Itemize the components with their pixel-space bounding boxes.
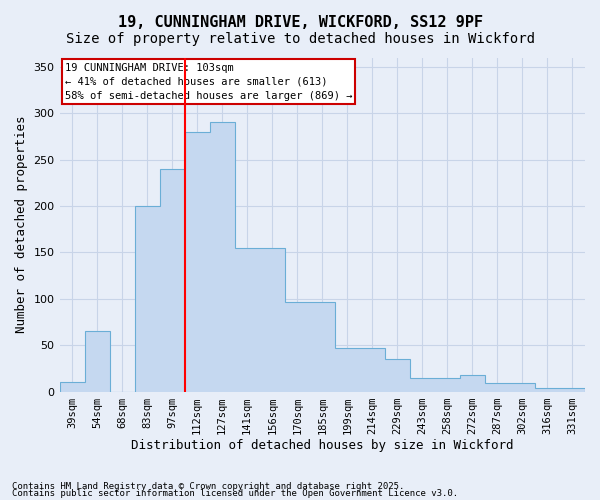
- Text: Contains public sector information licensed under the Open Government Licence v3: Contains public sector information licen…: [12, 490, 458, 498]
- Text: 19, CUNNINGHAM DRIVE, WICKFORD, SS12 9PF: 19, CUNNINGHAM DRIVE, WICKFORD, SS12 9PF: [118, 15, 482, 30]
- Text: Contains HM Land Registry data © Crown copyright and database right 2025.: Contains HM Land Registry data © Crown c…: [12, 482, 404, 491]
- Text: 19 CUNNINGHAM DRIVE: 103sqm
← 41% of detached houses are smaller (613)
58% of se: 19 CUNNINGHAM DRIVE: 103sqm ← 41% of det…: [65, 62, 352, 100]
- Text: Size of property relative to detached houses in Wickford: Size of property relative to detached ho…: [65, 32, 535, 46]
- X-axis label: Distribution of detached houses by size in Wickford: Distribution of detached houses by size …: [131, 440, 514, 452]
- Y-axis label: Number of detached properties: Number of detached properties: [15, 116, 28, 334]
